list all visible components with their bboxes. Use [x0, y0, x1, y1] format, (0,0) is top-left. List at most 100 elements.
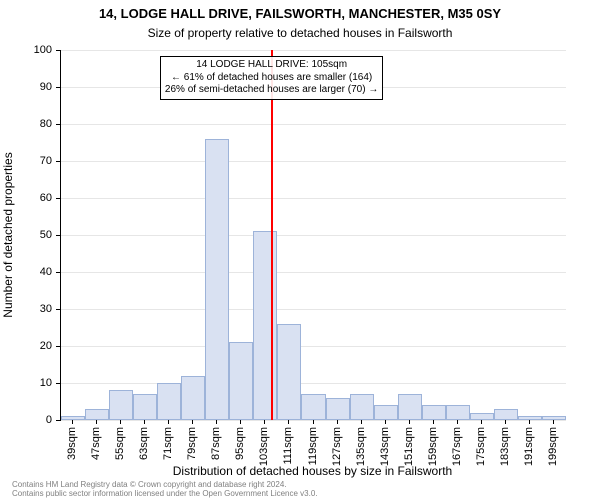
gridline — [61, 235, 566, 236]
histogram-bar — [229, 342, 253, 420]
footer-line1: Contains HM Land Registry data © Crown c… — [12, 480, 318, 489]
xtick-label: 127sqm — [331, 427, 343, 466]
xtick-label: 79sqm — [186, 427, 198, 460]
ytick-label: 10 — [12, 377, 52, 389]
gridline — [61, 124, 566, 125]
histogram-bar — [422, 405, 446, 420]
ytick-mark — [56, 198, 60, 199]
ytick-mark — [56, 383, 60, 384]
gridline — [61, 309, 566, 310]
histogram-bar — [277, 324, 301, 420]
histogram-bar — [446, 405, 470, 420]
histogram-bar — [133, 394, 157, 420]
histogram-bar — [374, 405, 398, 420]
histogram-bar — [157, 383, 181, 420]
ytick-mark — [56, 346, 60, 347]
histogram-bar — [205, 139, 229, 420]
xtick-mark — [168, 420, 169, 424]
xtick-label: 143sqm — [379, 427, 391, 466]
ytick-label: 70 — [12, 155, 52, 167]
xtick-mark — [240, 420, 241, 424]
footer-attribution: Contains HM Land Registry data © Crown c… — [12, 480, 318, 498]
xtick-mark — [313, 420, 314, 424]
xtick-mark — [361, 420, 362, 424]
histogram-bar — [109, 390, 133, 420]
histogram-bar — [61, 416, 85, 420]
x-axis-label: Distribution of detached houses by size … — [60, 464, 565, 478]
xtick-label: 151sqm — [403, 427, 415, 466]
xtick-mark — [457, 420, 458, 424]
ytick-mark — [56, 420, 60, 421]
xtick-mark — [505, 420, 506, 424]
gridline — [61, 50, 566, 51]
gridline — [61, 420, 566, 421]
xtick-mark — [120, 420, 121, 424]
xtick-label: 175sqm — [475, 427, 487, 466]
page-title: 14, LODGE HALL DRIVE, FAILSWORTH, MANCHE… — [0, 6, 600, 21]
xtick-label: 95sqm — [234, 427, 246, 460]
xtick-mark — [409, 420, 410, 424]
xtick-mark — [288, 420, 289, 424]
xtick-mark — [553, 420, 554, 424]
xtick-label: 55sqm — [114, 427, 126, 460]
xtick-label: 159sqm — [427, 427, 439, 466]
xtick-mark — [144, 420, 145, 424]
xtick-mark — [192, 420, 193, 424]
ytick-label: 40 — [12, 266, 52, 278]
ytick-mark — [56, 161, 60, 162]
ytick-mark — [56, 50, 60, 51]
ytick-mark — [56, 124, 60, 125]
ytick-label: 100 — [12, 44, 52, 56]
plot-area: 14 LODGE HALL DRIVE: 105sqm← 61% of deta… — [60, 50, 566, 421]
xtick-mark — [433, 420, 434, 424]
histogram-bar — [253, 231, 277, 420]
ytick-label: 0 — [12, 414, 52, 426]
histogram-bar — [350, 394, 374, 420]
xtick-label: 111sqm — [282, 427, 294, 465]
ytick-mark — [56, 309, 60, 310]
histogram-bar — [326, 398, 350, 420]
gridline — [61, 346, 566, 347]
xtick-label: 199sqm — [547, 427, 559, 466]
xtick-mark — [264, 420, 265, 424]
xtick-label: 71sqm — [162, 427, 174, 460]
xtick-label: 119sqm — [307, 427, 319, 465]
annotation-line3: 26% of semi-detached houses are larger (… — [165, 84, 378, 97]
xtick-label: 103sqm — [258, 427, 270, 466]
annotation-line2: ← 61% of detached houses are smaller (16… — [165, 72, 378, 85]
gridline — [61, 161, 566, 162]
ytick-mark — [56, 235, 60, 236]
gridline — [61, 272, 566, 273]
ytick-label: 50 — [12, 229, 52, 241]
xtick-mark — [337, 420, 338, 424]
xtick-label: 191sqm — [523, 427, 535, 466]
ytick-mark — [56, 272, 60, 273]
xtick-label: 167sqm — [451, 427, 463, 466]
page-subtitle: Size of property relative to detached ho… — [0, 26, 600, 40]
gridline — [61, 198, 566, 199]
histogram-bar — [301, 394, 325, 420]
annotation-line1: 14 LODGE HALL DRIVE: 105sqm — [165, 59, 378, 72]
xtick-mark — [385, 420, 386, 424]
xtick-label: 135sqm — [355, 427, 367, 466]
histogram-bar — [85, 409, 109, 420]
gridline — [61, 383, 566, 384]
ytick-label: 30 — [12, 303, 52, 315]
ytick-label: 20 — [12, 340, 52, 352]
xtick-label: 183sqm — [499, 427, 511, 466]
footer-line2: Contains public sector information licen… — [12, 489, 318, 498]
histogram-bar — [398, 394, 422, 420]
ytick-mark — [56, 87, 60, 88]
xtick-mark — [72, 420, 73, 424]
ytick-label: 80 — [12, 118, 52, 130]
xtick-mark — [96, 420, 97, 424]
ytick-label: 90 — [12, 81, 52, 93]
histogram-bar — [181, 376, 205, 420]
xtick-mark — [216, 420, 217, 424]
xtick-label: 87sqm — [210, 427, 222, 460]
xtick-label: 63sqm — [138, 427, 150, 460]
ytick-label: 60 — [12, 192, 52, 204]
xtick-label: 47sqm — [90, 427, 102, 460]
xtick-mark — [529, 420, 530, 424]
reference-line — [271, 50, 273, 420]
